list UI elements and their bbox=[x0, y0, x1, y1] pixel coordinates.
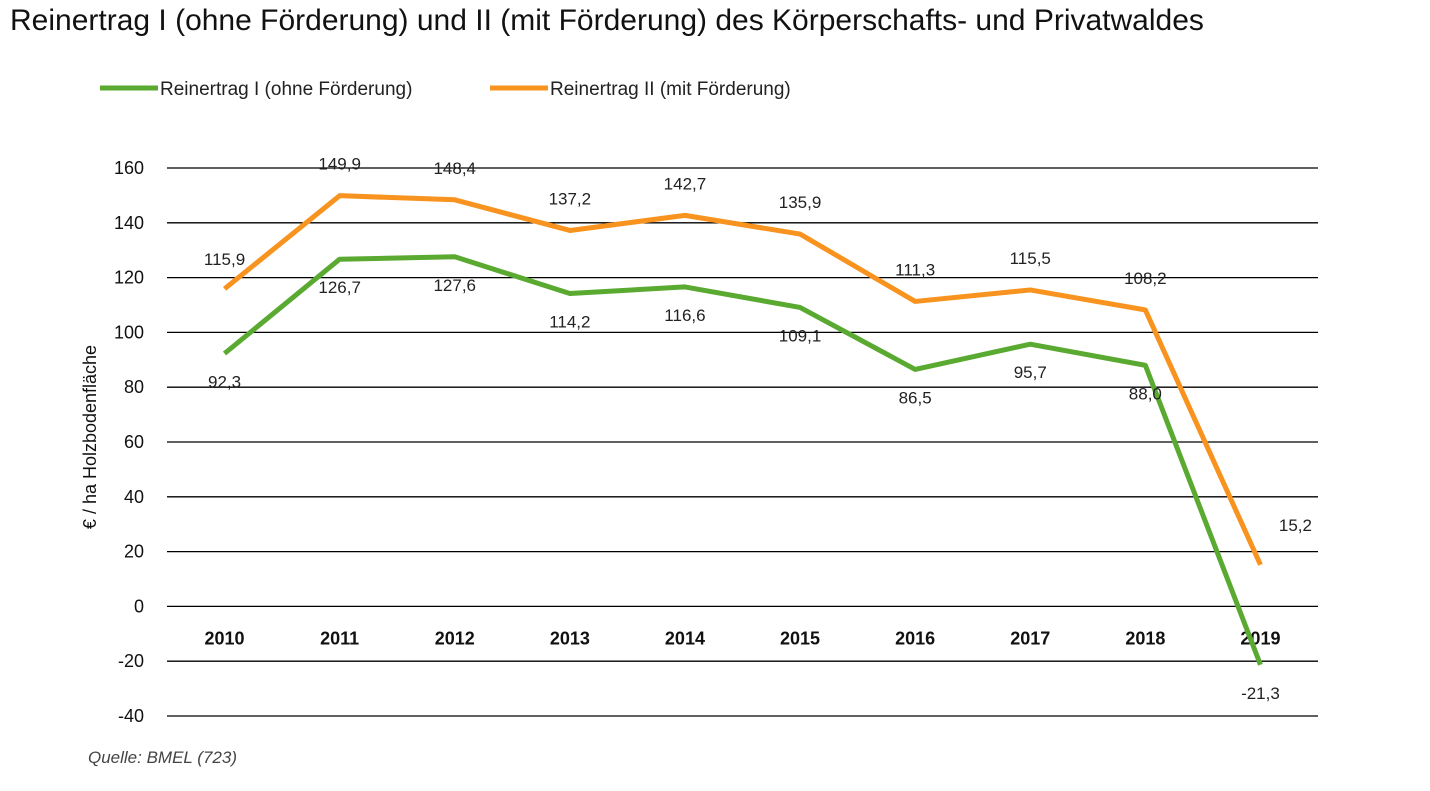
data-label: 92,3 bbox=[208, 372, 241, 391]
legend-label: Reinertrag II (mit Förderung) bbox=[550, 79, 791, 100]
data-label: 127,6 bbox=[433, 276, 476, 295]
data-label: 111,3 bbox=[895, 260, 935, 279]
data-label: 88,0 bbox=[1129, 384, 1162, 403]
data-label: 114,2 bbox=[549, 312, 590, 331]
y-tick-label: 100 bbox=[114, 322, 144, 342]
data-label: 148,4 bbox=[433, 159, 476, 178]
legend-label: Reinertrag I (ohne Förderung) bbox=[160, 79, 412, 100]
data-label: -21,3 bbox=[1241, 684, 1280, 703]
data-label: 135,9 bbox=[779, 193, 822, 212]
data-label: 137,2 bbox=[549, 189, 592, 208]
x-tick-label: 2015 bbox=[780, 628, 820, 648]
data-label: 15,2 bbox=[1279, 516, 1312, 535]
series-line bbox=[222, 193, 1263, 566]
data-label: 115,9 bbox=[204, 250, 245, 269]
x-tick-label: 2014 bbox=[665, 628, 705, 648]
series-line bbox=[222, 254, 1263, 666]
chart-title: Reinertrag I (ohne Förderung) und II (mi… bbox=[10, 4, 1204, 37]
y-tick-label: -40 bbox=[118, 706, 144, 726]
data-label: 115,5 bbox=[1010, 249, 1051, 268]
y-tick-label: 0 bbox=[134, 596, 144, 616]
y-tick-label: 20 bbox=[124, 542, 144, 562]
x-tick-label: 2010 bbox=[205, 628, 245, 648]
data-label: 86,5 bbox=[899, 388, 932, 407]
y-tick-label: 40 bbox=[124, 487, 144, 507]
y-tick-label: 120 bbox=[114, 268, 144, 288]
y-axis-label: € / ha Holzbodenfläche bbox=[80, 345, 100, 529]
data-label: 116,6 bbox=[664, 306, 705, 325]
x-tick-label: 2013 bbox=[550, 628, 590, 648]
y-tick-label: 80 bbox=[124, 377, 144, 397]
x-tick-label: 2011 bbox=[320, 628, 359, 648]
x-tick-label: 2018 bbox=[1125, 628, 1165, 648]
y-tick-label: 140 bbox=[114, 213, 144, 233]
y-tick-label: -20 bbox=[118, 651, 144, 671]
y-tick-label: 60 bbox=[124, 432, 144, 452]
data-label: 126,7 bbox=[318, 278, 361, 297]
source-note: Quelle: BMEL (723) bbox=[88, 748, 237, 767]
data-label: 109,1 bbox=[779, 326, 822, 345]
x-tick-label: 2012 bbox=[435, 628, 475, 648]
y-tick-label: 160 bbox=[114, 158, 144, 178]
data-label: 149,9 bbox=[318, 155, 361, 174]
data-label: 95,7 bbox=[1014, 363, 1047, 382]
data-label: 108,2 bbox=[1124, 269, 1167, 288]
x-tick-label: 2016 bbox=[895, 628, 935, 648]
data-label: 142,7 bbox=[664, 174, 707, 193]
x-tick-label: 2017 bbox=[1010, 628, 1050, 648]
